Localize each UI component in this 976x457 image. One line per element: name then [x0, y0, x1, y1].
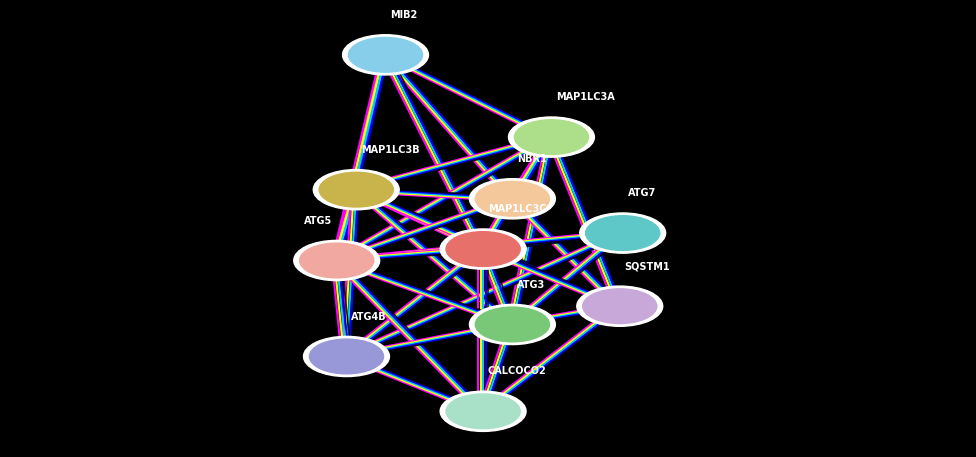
Circle shape	[348, 37, 423, 72]
Circle shape	[475, 307, 549, 342]
Circle shape	[319, 172, 393, 207]
Circle shape	[469, 304, 555, 345]
Circle shape	[446, 394, 520, 429]
Circle shape	[580, 213, 666, 253]
Circle shape	[469, 179, 555, 219]
Circle shape	[300, 243, 374, 278]
Circle shape	[313, 170, 399, 210]
Text: NBR1: NBR1	[517, 154, 547, 164]
Circle shape	[343, 35, 428, 75]
Text: MAP1LC3B: MAP1LC3B	[361, 145, 420, 155]
Text: MAP1LC3A: MAP1LC3A	[556, 92, 615, 102]
Text: ATG4B: ATG4B	[351, 312, 387, 322]
Text: ATG5: ATG5	[304, 216, 332, 226]
Circle shape	[294, 240, 380, 281]
Circle shape	[583, 289, 657, 324]
Text: MIB2: MIB2	[390, 10, 418, 20]
Text: CALCOCO2: CALCOCO2	[488, 367, 547, 377]
Text: SQSTM1: SQSTM1	[625, 261, 671, 271]
Circle shape	[440, 391, 526, 431]
Circle shape	[440, 229, 526, 269]
Text: ATG3: ATG3	[517, 280, 546, 290]
Text: ATG7: ATG7	[628, 188, 656, 198]
Circle shape	[586, 216, 660, 250]
Circle shape	[508, 117, 594, 157]
Circle shape	[446, 232, 520, 266]
Circle shape	[514, 120, 589, 154]
Text: MAP1LC3C: MAP1LC3C	[488, 204, 547, 214]
Circle shape	[475, 181, 549, 216]
Circle shape	[577, 286, 663, 326]
Circle shape	[309, 339, 384, 374]
Circle shape	[304, 336, 389, 377]
